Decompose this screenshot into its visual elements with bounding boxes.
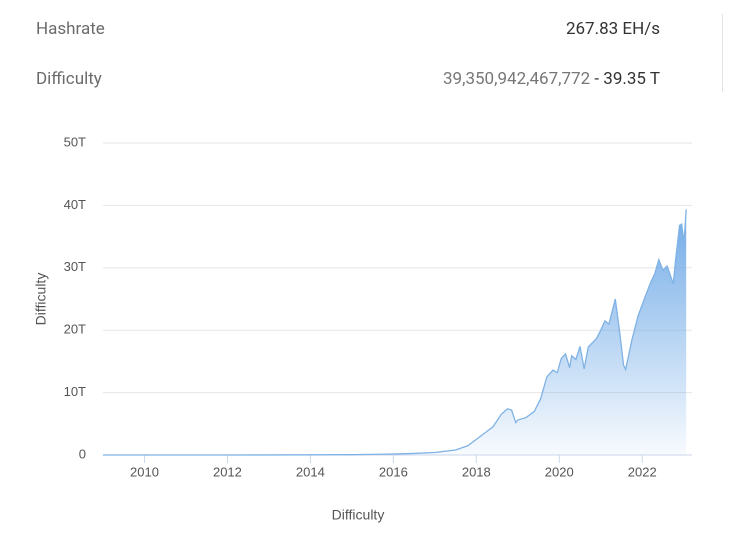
y-axis-title: Difficulty [33, 273, 49, 326]
x-tick-label: 2018 [462, 464, 491, 479]
stat-row: Difficulty 39,350,942,467,772 - 39.35 T [36, 69, 660, 99]
stat-value-short: - 39.35 T [590, 69, 660, 89]
x-tick-label: 2020 [545, 464, 574, 479]
stat-row: Hashrate 267.83 EH/s [36, 19, 660, 49]
y-tick-label: 10T [64, 384, 86, 399]
y-tick-label: 40T [64, 197, 86, 212]
y-tick-label: 30T [64, 259, 86, 274]
y-tick-label: 50T [64, 134, 86, 149]
y-tick-label: 0 [79, 446, 86, 461]
x-tick-label: 2016 [379, 464, 408, 479]
area-fill [103, 209, 687, 455]
area-line [103, 209, 687, 456]
stat-value: 267.83 EH/s [565, 19, 660, 39]
x-tick-label: 2014 [296, 464, 325, 479]
stat-label: Hashrate [36, 19, 105, 39]
stat-value-full: 39,350,942,467,772 [443, 69, 591, 89]
stat-value: 39,350,942,467,772 - 39.35 T [443, 69, 660, 89]
x-tick-label: 2010 [130, 464, 159, 479]
x-tick-label: 2012 [213, 464, 242, 479]
x-tick-label: 2022 [628, 464, 657, 479]
x-axis-title: Difficulty [332, 507, 385, 523]
stat-label: Difficulty [36, 69, 102, 89]
y-tick-label: 20T [64, 322, 86, 337]
divider [722, 14, 723, 92]
